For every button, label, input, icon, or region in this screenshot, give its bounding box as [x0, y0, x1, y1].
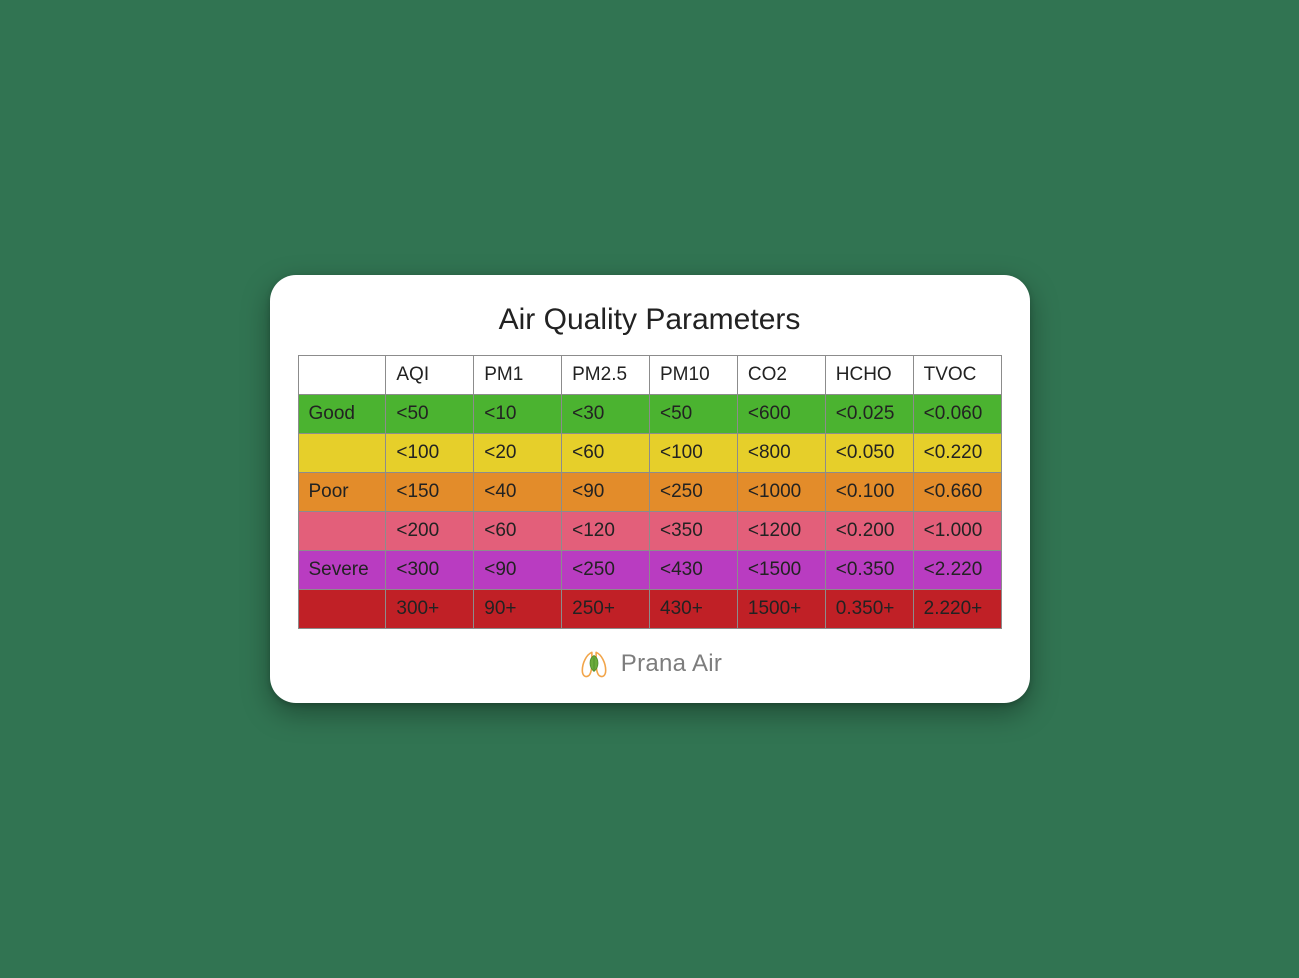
- table-body: Good<50<10<30<50<600<0.025<0.060<100<20<…: [298, 395, 1001, 629]
- cell: 90+: [474, 590, 562, 629]
- cell: <430: [650, 551, 738, 590]
- cell: 2.220+: [913, 590, 1001, 629]
- cell: <50: [386, 395, 474, 434]
- parameters-card: Air Quality Parameters AQIPM1PM2.5PM10CO…: [270, 275, 1030, 703]
- cell: <600: [737, 395, 825, 434]
- table-header-row: AQIPM1PM2.5PM10CO2HCHOTVOC: [298, 356, 1001, 395]
- cell: <30: [562, 395, 650, 434]
- cell: <250: [562, 551, 650, 590]
- table-header-tvoc: TVOC: [913, 356, 1001, 395]
- cell: <100: [650, 434, 738, 473]
- air-quality-table: AQIPM1PM2.5PM10CO2HCHOTVOC Good<50<10<30…: [298, 355, 1002, 629]
- cell: <100: [386, 434, 474, 473]
- table-header-hcho: HCHO: [825, 356, 913, 395]
- cell: 1500+: [737, 590, 825, 629]
- table-row: <100<20<60<100<800<0.050<0.220: [298, 434, 1001, 473]
- cell: <90: [474, 551, 562, 590]
- cell: <90: [562, 473, 650, 512]
- table-row: <200<60<120<350<1200<0.200<1.000: [298, 512, 1001, 551]
- cell: <200: [386, 512, 474, 551]
- cell: <60: [562, 434, 650, 473]
- row-label: Severe: [298, 551, 386, 590]
- cell: <0.100: [825, 473, 913, 512]
- cell: <0.660: [913, 473, 1001, 512]
- row-label: [298, 434, 386, 473]
- table-header-pm25: PM2.5: [562, 356, 650, 395]
- table-header-group: AQIPM1PM2.5PM10CO2HCHOTVOC: [298, 356, 1001, 395]
- page-background: Air Quality Parameters AQIPM1PM2.5PM10CO…: [0, 0, 1299, 978]
- cell: <0.050: [825, 434, 913, 473]
- cell: 250+: [562, 590, 650, 629]
- cell: <0.350: [825, 551, 913, 590]
- cell: <50: [650, 395, 738, 434]
- row-label: [298, 512, 386, 551]
- row-label: Poor: [298, 473, 386, 512]
- cell: <800: [737, 434, 825, 473]
- brand-text: Prana Air: [621, 650, 722, 678]
- cell: <0.060: [913, 395, 1001, 434]
- cell: <1.000: [913, 512, 1001, 551]
- cell: <120: [562, 512, 650, 551]
- cell: <1500: [737, 551, 825, 590]
- lungs-leaf-icon: [577, 647, 611, 681]
- cell: <0.220: [913, 434, 1001, 473]
- cell: 0.350+: [825, 590, 913, 629]
- table-header-co2: CO2: [737, 356, 825, 395]
- table-header-aqi: AQI: [386, 356, 474, 395]
- table-row: Good<50<10<30<50<600<0.025<0.060: [298, 395, 1001, 434]
- card-footer: Prana Air: [298, 647, 1002, 681]
- card-title: Air Quality Parameters: [298, 303, 1002, 337]
- cell: <250: [650, 473, 738, 512]
- table-header-pm1: PM1: [474, 356, 562, 395]
- cell: <10: [474, 395, 562, 434]
- cell: <40: [474, 473, 562, 512]
- table-header-blank: [298, 356, 386, 395]
- table-header-pm10: PM10: [650, 356, 738, 395]
- table-row: Severe<300<90<250<430<1500<0.350<2.220: [298, 551, 1001, 590]
- cell: <300: [386, 551, 474, 590]
- cell: 430+: [650, 590, 738, 629]
- cell: <60: [474, 512, 562, 551]
- row-label: Good: [298, 395, 386, 434]
- table-row: Poor<150<40<90<250<1000<0.100<0.660: [298, 473, 1001, 512]
- cell: <150: [386, 473, 474, 512]
- cell: <1200: [737, 512, 825, 551]
- cell: <350: [650, 512, 738, 551]
- row-label: [298, 590, 386, 629]
- cell: <0.025: [825, 395, 913, 434]
- table-row: 300+90+250+430+1500+0.350+2.220+: [298, 590, 1001, 629]
- cell: <2.220: [913, 551, 1001, 590]
- cell: <20: [474, 434, 562, 473]
- cell: <1000: [737, 473, 825, 512]
- cell: 300+: [386, 590, 474, 629]
- cell: <0.200: [825, 512, 913, 551]
